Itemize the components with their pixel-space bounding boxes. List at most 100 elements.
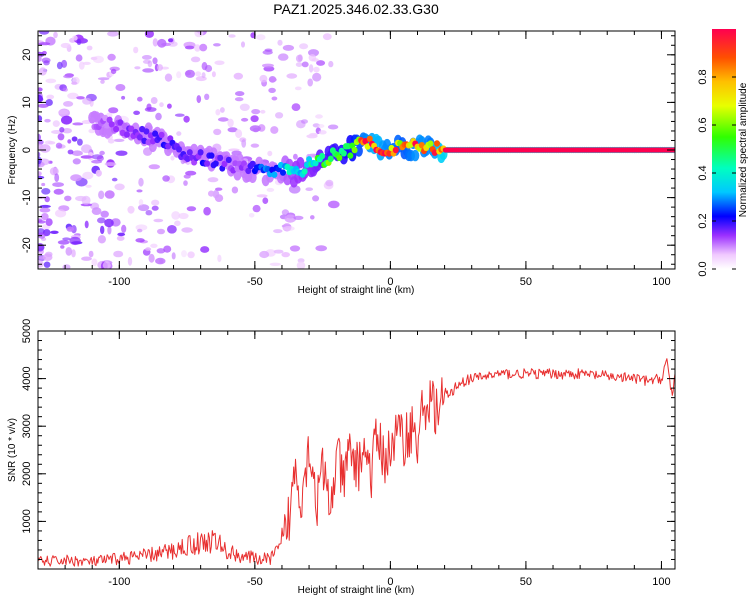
heatmap-speckle (97, 217, 106, 224)
heatmap-speckle (113, 250, 124, 258)
heatmap-speckle (38, 115, 43, 122)
heatmap-speckle (250, 115, 259, 123)
heatmap-speckle (215, 109, 221, 116)
heatmap-ridge-point (158, 131, 165, 139)
heatmap-speckle (71, 249, 76, 258)
heatmap-speckle (127, 256, 133, 266)
heatmap-speckle (54, 173, 60, 182)
heatmap-speckle (137, 228, 143, 233)
heatmap-speckle (43, 261, 51, 268)
colorbar-gradient (712, 29, 736, 269)
heatmap-speckle (57, 240, 70, 245)
snr-panel: -100 -50 0 50 100 1000 2000 3000 4000 5000 Height… (7, 319, 676, 596)
heatmap-speckle (95, 169, 102, 177)
heatmap-speckle (62, 264, 71, 269)
heatmap-ridge-point (225, 156, 232, 164)
heatmap-speckle (107, 53, 116, 61)
heatmap-ridge-point (418, 142, 425, 149)
heatmap-speckle (39, 207, 51, 213)
heatmap-speckle (308, 64, 314, 73)
heatmap-cloud (38, 31, 340, 269)
heatmap-speckle (322, 33, 332, 41)
heatmap-ridge-point (351, 146, 358, 154)
heatmap-speckle (281, 252, 291, 258)
heatmap-ridge-point (434, 140, 440, 147)
heatmap-speckle (127, 205, 135, 214)
heatmap-speckle (315, 114, 323, 119)
heatmap-speckle (69, 236, 81, 246)
heatmap-speckle (316, 60, 326, 66)
heatmap-speckle (72, 122, 84, 126)
x-tick-label: 50 (520, 276, 532, 288)
heatmap-speckle (170, 155, 175, 161)
heatmap-speckle (71, 136, 78, 142)
heatmap-speckle (138, 204, 150, 212)
heatmap-speckle (57, 133, 65, 141)
heatmap-speckle (72, 158, 81, 165)
colorbar: 0.0 0.2 0.4 0.6 0.8 Normalized spectral ampl… (697, 29, 749, 277)
heatmap-speckle (38, 87, 43, 92)
heatmap-speckle (231, 186, 239, 194)
heatmap-ridge-point (427, 140, 434, 147)
heatmap-speckle (233, 72, 243, 80)
heatmap-speckle (281, 209, 289, 216)
heatmap-speckle (40, 213, 49, 221)
heatmap-speckle (115, 84, 126, 91)
heatmap-speckle (100, 225, 105, 235)
heatmap-speckle (65, 247, 73, 256)
heatmap-speckle (317, 124, 325, 128)
heatmap-speckle (167, 41, 178, 47)
heatmap-speckle (38, 220, 46, 224)
heatmap-speckle (204, 93, 210, 101)
x-tick-label: -50 (247, 576, 263, 588)
heatmap-ridge-point (143, 128, 150, 135)
heatmap-speckle (148, 253, 155, 263)
y-tick-label: 10 (21, 96, 33, 108)
heatmap-speckle (155, 112, 162, 121)
heatmap-speckle (157, 38, 167, 48)
heatmap-speckle (39, 31, 50, 35)
heatmap-ridge-point (364, 143, 371, 150)
y-tick-label: 4000 (21, 366, 33, 390)
heatmap-speckle (174, 113, 185, 117)
heatmap-speckle (293, 153, 298, 160)
heatmap-speckle (115, 150, 128, 156)
heatmap-speckle (45, 78, 57, 84)
heatmap-speckle (144, 107, 157, 112)
heatmap-speckle (90, 56, 98, 61)
colorbar-tick-label: 0.2 (697, 213, 709, 228)
heatmap-speckle (176, 71, 182, 79)
heatmap-ridge-point (113, 125, 120, 133)
heatmap-speckle (171, 211, 181, 220)
heatmap-speckle (111, 177, 118, 182)
heatmap-speckle (47, 141, 56, 145)
heatmap-speckle (67, 139, 72, 144)
heatmap-ridge-point (366, 135, 373, 142)
x-tick-label: 0 (387, 576, 393, 588)
heatmap-speckle (121, 224, 127, 233)
heatmap-speckle (162, 175, 170, 182)
heatmap-speckle (183, 180, 188, 186)
heatmap-speckle (220, 107, 225, 113)
y-tick-label: 1000 (21, 509, 33, 533)
y-tick-label: 20 (21, 49, 33, 61)
heatmap-speckle (295, 62, 303, 67)
heatmap-speckle (235, 129, 243, 139)
heatmap-speckle (227, 118, 234, 128)
heatmap-speckle (38, 103, 49, 108)
heatmap-speckle (38, 171, 42, 176)
heatmap-ridge-point (386, 150, 393, 157)
heatmap-speckle (38, 42, 51, 46)
spectrogram-ylabel: Frequency (Hz) (7, 116, 18, 185)
page-title: PAZ1.2025.346.02.33.G30 (273, 1, 439, 17)
heatmap-ridge-point (347, 152, 354, 159)
heatmap-speckle (288, 185, 301, 194)
heatmap-speckle (306, 134, 318, 139)
heatmap-speckle (289, 245, 301, 252)
heatmap-speckle (116, 235, 125, 241)
heatmap-speckle (273, 229, 283, 234)
heatmap-speckle (305, 187, 314, 191)
heatmap-speckle (167, 225, 177, 234)
heatmap-speckle (107, 31, 119, 37)
heatmap-speckle (213, 43, 221, 47)
